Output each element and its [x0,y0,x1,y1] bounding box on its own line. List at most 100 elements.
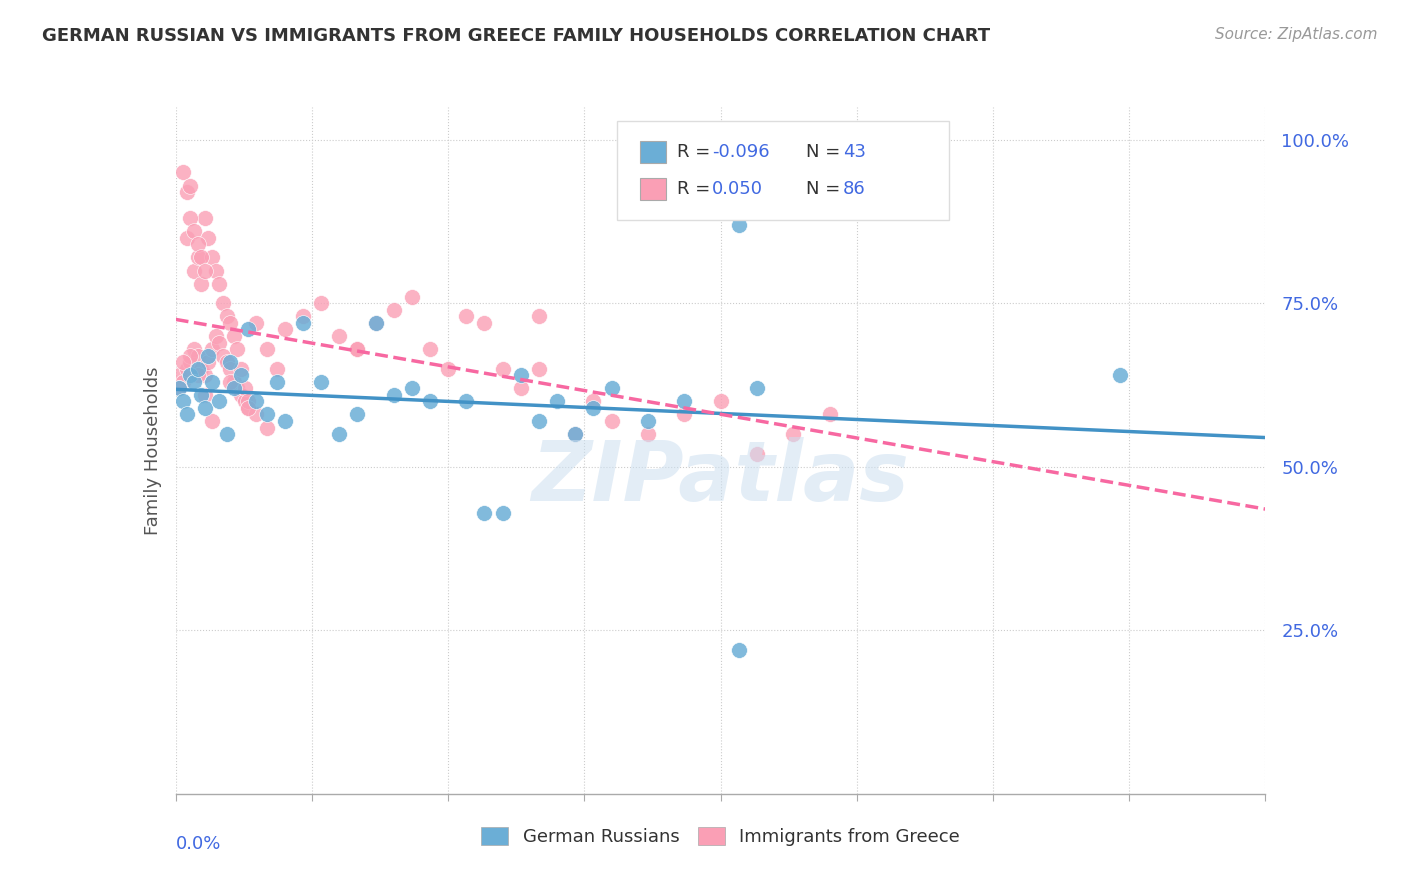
Point [179,349,201,363]
Point [172,375,194,389]
Point [179,368,201,383]
Point [245,394,267,409]
Text: 0.0%: 0.0% [176,835,221,853]
Point [201,342,224,356]
Point [212,296,235,310]
Point [328,329,350,343]
Point [582,394,605,409]
Point [179,355,201,369]
Point [474,506,496,520]
Point [208,394,231,409]
Point [183,263,205,277]
Point [183,342,205,356]
Point [527,310,550,324]
Point [172,165,194,179]
Point [673,394,696,409]
Point [309,296,332,310]
Point [600,414,623,428]
FancyBboxPatch shape [617,120,949,220]
Point [818,408,841,422]
Point [169,381,191,395]
Point [256,408,278,422]
Text: N =: N = [806,180,845,198]
Point [256,420,278,434]
Point [564,427,586,442]
Point [197,231,219,245]
Text: 43: 43 [842,144,866,161]
Point [219,355,242,369]
Legend: German Russians, Immigrants from Greece: German Russians, Immigrants from Greece [474,820,967,854]
Point [745,447,768,461]
Point [546,394,568,409]
Point [492,361,515,376]
Point [727,218,749,232]
Point [245,408,267,422]
Point [437,361,460,376]
Point [190,388,212,402]
Point [219,316,242,330]
Point [194,263,217,277]
FancyBboxPatch shape [640,141,666,163]
Point [564,427,586,442]
Text: Source: ZipAtlas.com: Source: ZipAtlas.com [1215,27,1378,42]
Point [401,381,423,395]
Point [274,414,297,428]
Point [782,427,804,442]
Point [215,355,238,369]
Point [172,394,194,409]
Point [208,335,231,350]
Point [222,375,245,389]
Point [710,394,733,409]
Point [364,316,387,330]
Text: ZIPatlas: ZIPatlas [531,437,910,518]
Point [172,355,194,369]
Point [419,394,441,409]
Point [346,408,368,422]
Point [309,375,332,389]
Point [673,408,696,422]
Point [204,329,226,343]
Point [201,251,224,265]
Point [183,375,205,389]
Point [190,361,212,376]
Point [201,375,224,389]
Point [527,414,550,428]
Point [231,361,253,376]
Point [194,211,217,226]
Point [215,427,238,442]
Point [245,316,267,330]
Point [456,394,478,409]
Point [190,251,212,265]
Point [266,375,288,389]
Point [382,302,405,317]
Point [401,290,423,304]
Point [186,349,209,363]
Point [179,178,201,193]
Point [219,375,242,389]
Point [382,388,405,402]
Point [186,368,209,383]
Text: 86: 86 [842,180,865,198]
Point [186,251,209,265]
Point [212,349,235,363]
Point [238,322,260,336]
Text: R =: R = [678,180,721,198]
Point [328,427,350,442]
Point [582,401,605,415]
Point [169,381,191,395]
Point [600,381,623,395]
Point [727,643,749,657]
Point [745,381,768,395]
Point [637,414,659,428]
Point [176,231,198,245]
Point [194,388,217,402]
Point [190,277,212,291]
Point [527,361,550,376]
Point [204,263,226,277]
Y-axis label: Family Households: Family Households [143,367,162,534]
FancyBboxPatch shape [640,178,666,200]
Point [231,388,253,402]
Point [456,310,478,324]
Point [1109,368,1132,383]
Point [637,427,659,442]
